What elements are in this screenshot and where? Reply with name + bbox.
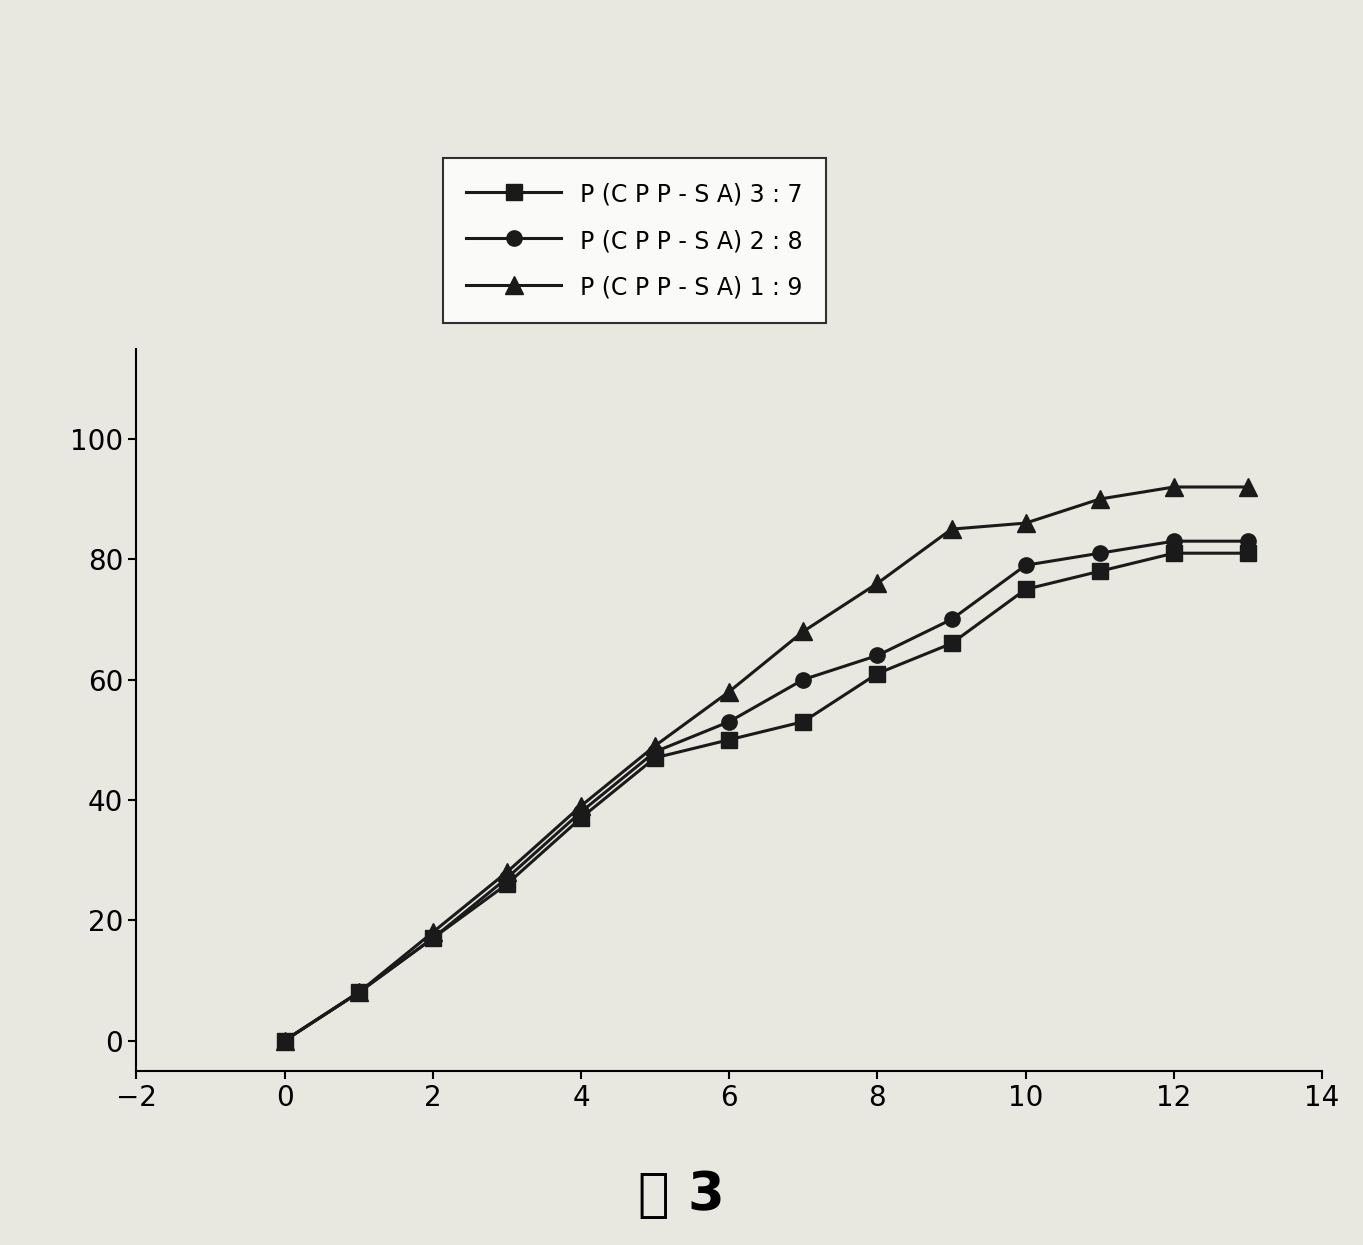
- P (C P P - S A) 2 : 8: (5, 48): 8: (5, 48): [647, 745, 664, 759]
- P (C P P - S A) 3 : 7: (12, 81): 7: (12, 81): [1165, 545, 1182, 560]
- P (C P P - S A) 3 : 7: (13, 81): 7: (13, 81): [1240, 545, 1257, 560]
- P (C P P - S A) 3 : 7: (7, 53): 7: (7, 53): [795, 715, 811, 730]
- P (C P P - S A) 1 : 9: (10, 86): 9: (10, 86): [1017, 515, 1033, 530]
- P (C P P - S A) 1 : 9: (9, 85): 9: (9, 85): [943, 522, 960, 537]
- Legend: P (C P P - S A) 3 : 7, P (C P P - S A) 2 : 8, P (C P P - S A) 1 : 9: P (C P P - S A) 3 : 7, P (C P P - S A) 2…: [443, 158, 826, 324]
- P (C P P - S A) 1 : 9: (5, 49): 9: (5, 49): [647, 738, 664, 753]
- P (C P P - S A) 3 : 7: (2, 17): 7: (2, 17): [425, 931, 442, 946]
- P (C P P - S A) 1 : 9: (7, 68): 9: (7, 68): [795, 624, 811, 639]
- P (C P P - S A) 2 : 8: (13, 83): 8: (13, 83): [1240, 534, 1257, 549]
- P (C P P - S A) 1 : 9: (4, 39): 9: (4, 39): [572, 798, 589, 813]
- P (C P P - S A) 3 : 7: (3, 26): 7: (3, 26): [499, 876, 515, 891]
- P (C P P - S A) 2 : 8: (9, 70): 8: (9, 70): [943, 613, 960, 627]
- P (C P P - S A) 2 : 8: (2, 17): 8: (2, 17): [425, 931, 442, 946]
- P (C P P - S A) 1 : 9: (2, 18): 9: (2, 18): [425, 925, 442, 940]
- P (C P P - S A) 2 : 8: (10, 79): 8: (10, 79): [1017, 558, 1033, 573]
- P (C P P - S A) 2 : 8: (4, 38): 8: (4, 38): [572, 804, 589, 819]
- P (C P P - S A) 3 : 7: (9, 66): 7: (9, 66): [943, 636, 960, 651]
- P (C P P - S A) 2 : 8: (1, 8): 8: (1, 8): [350, 985, 367, 1000]
- Line: P (C P P - S A) 3 : 7: P (C P P - S A) 3 : 7: [277, 545, 1255, 1048]
- P (C P P - S A) 2 : 8: (8, 64): 8: (8, 64): [870, 647, 886, 662]
- Line: P (C P P - S A) 2 : 8: P (C P P - S A) 2 : 8: [277, 534, 1255, 1048]
- P (C P P - S A) 2 : 8: (0, 0): 8: (0, 0): [277, 1033, 293, 1048]
- P (C P P - S A) 1 : 9: (12, 92): 9: (12, 92): [1165, 479, 1182, 494]
- P (C P P - S A) 1 : 9: (6, 58): 9: (6, 58): [721, 685, 737, 700]
- P (C P P - S A) 2 : 8: (11, 81): 8: (11, 81): [1092, 545, 1108, 560]
- P (C P P - S A) 2 : 8: (12, 83): 8: (12, 83): [1165, 534, 1182, 549]
- Text: 图 3: 图 3: [638, 1169, 725, 1221]
- P (C P P - S A) 3 : 7: (5, 47): 7: (5, 47): [647, 751, 664, 766]
- P (C P P - S A) 1 : 9: (3, 28): 9: (3, 28): [499, 864, 515, 879]
- P (C P P - S A) 3 : 7: (1, 8): 7: (1, 8): [350, 985, 367, 1000]
- P (C P P - S A) 2 : 8: (3, 27): 8: (3, 27): [499, 870, 515, 885]
- P (C P P - S A) 1 : 9: (0, 0): 9: (0, 0): [277, 1033, 293, 1048]
- P (C P P - S A) 2 : 8: (6, 53): 8: (6, 53): [721, 715, 737, 730]
- P (C P P - S A) 3 : 7: (11, 78): 7: (11, 78): [1092, 564, 1108, 579]
- P (C P P - S A) 1 : 9: (8, 76): 9: (8, 76): [870, 575, 886, 591]
- P (C P P - S A) 3 : 7: (8, 61): 7: (8, 61): [870, 666, 886, 681]
- P (C P P - S A) 3 : 7: (6, 50): 7: (6, 50): [721, 732, 737, 747]
- P (C P P - S A) 3 : 7: (4, 37): 7: (4, 37): [572, 810, 589, 825]
- P (C P P - S A) 3 : 7: (0, 0): 7: (0, 0): [277, 1033, 293, 1048]
- P (C P P - S A) 1 : 9: (11, 90): 9: (11, 90): [1092, 492, 1108, 507]
- P (C P P - S A) 2 : 8: (7, 60): 8: (7, 60): [795, 672, 811, 687]
- P (C P P - S A) 3 : 7: (10, 75): 7: (10, 75): [1017, 581, 1033, 596]
- P (C P P - S A) 1 : 9: (13, 92): 9: (13, 92): [1240, 479, 1257, 494]
- Line: P (C P P - S A) 1 : 9: P (C P P - S A) 1 : 9: [275, 478, 1257, 1050]
- P (C P P - S A) 1 : 9: (1, 8): 9: (1, 8): [350, 985, 367, 1000]
